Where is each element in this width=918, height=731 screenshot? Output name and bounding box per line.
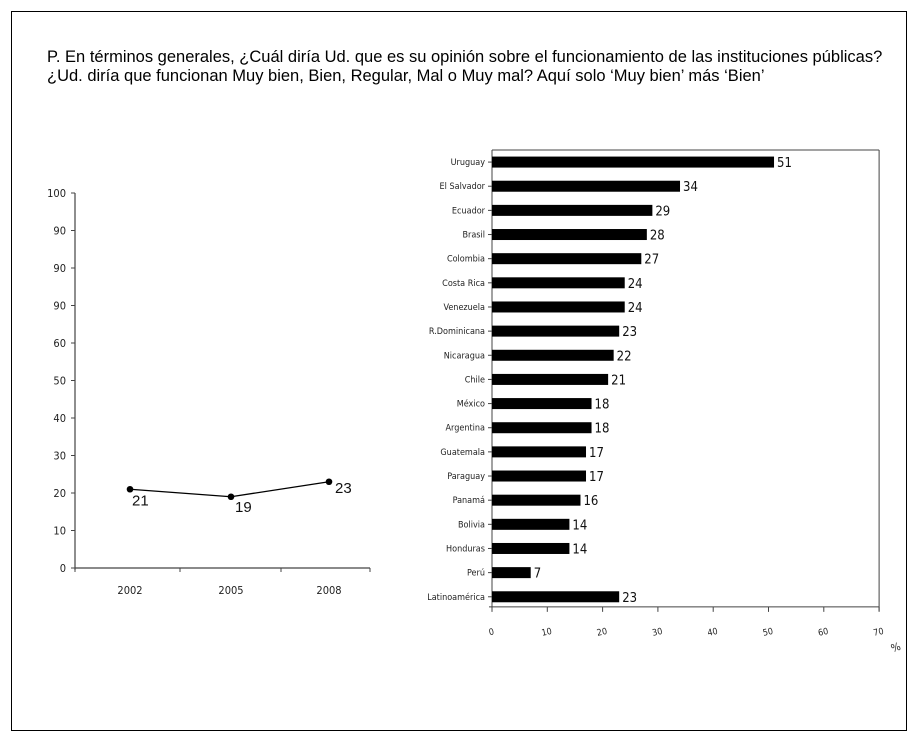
x-tick-label: 2008 <box>316 584 341 597</box>
bar <box>492 301 625 313</box>
bar <box>492 349 614 361</box>
category-label: Colombia <box>447 255 485 265</box>
x-tick-label: 60 <box>817 627 829 639</box>
data-label: 14 <box>572 542 587 557</box>
category-label: Latinoamérica <box>427 592 485 603</box>
data-label: 22 <box>617 349 632 364</box>
category-label: Nicaragua <box>444 351 485 361</box>
data-label: 19 <box>235 499 252 516</box>
bar <box>492 156 775 168</box>
data-label: 34 <box>683 180 698 195</box>
data-label: 21 <box>611 373 626 388</box>
category-label: Paraguay <box>447 472 485 482</box>
data-point <box>325 478 333 486</box>
bar <box>492 277 625 289</box>
category-label: Bolivia <box>458 520 485 530</box>
data-label: 14 <box>572 518 587 533</box>
y-tick-label: 10 <box>53 525 66 538</box>
bar <box>492 229 647 241</box>
x-tick-label: 0 <box>488 627 495 638</box>
slide-frame <box>11 11 907 731</box>
bar <box>492 446 587 458</box>
data-label: 16 <box>583 494 598 509</box>
category-label: Chile <box>465 375 485 385</box>
bar <box>492 567 531 579</box>
data-label: 23 <box>622 591 637 606</box>
data-label: 18 <box>595 422 610 437</box>
bar <box>492 180 681 192</box>
bar <box>492 373 609 385</box>
data-label: 29 <box>655 204 670 219</box>
bar <box>492 325 620 337</box>
category-label: Uruguay <box>451 158 486 168</box>
x-tick-label: 20 <box>596 627 608 639</box>
data-label: 28 <box>650 229 665 244</box>
bar <box>492 253 642 265</box>
data-label: 24 <box>628 301 643 316</box>
y-tick-label: 20 <box>53 487 66 500</box>
category-label: Perú <box>467 569 485 579</box>
data-label: 24 <box>628 277 643 292</box>
category-label: Costa Rica <box>442 279 485 289</box>
data-label: 17 <box>589 446 604 461</box>
y-tick-label: 100 <box>47 187 66 200</box>
data-label: 23 <box>622 325 637 340</box>
x-axis-label: % <box>889 640 902 655</box>
bar <box>492 398 592 410</box>
category-label: Panamá <box>453 496 485 506</box>
y-tick-label: 30 <box>53 450 66 463</box>
x-tick-label: 50 <box>762 627 774 639</box>
data-label: 23 <box>335 480 352 497</box>
category-label: Brasil <box>462 231 485 241</box>
category-label: El Salvador <box>440 182 486 192</box>
x-tick-label: 70 <box>873 627 885 639</box>
x-tick-label: 10 <box>541 627 553 639</box>
data-point <box>227 493 235 501</box>
y-tick-label: 40 <box>53 412 66 425</box>
bar <box>492 518 570 530</box>
y-tick-label: 60 <box>53 337 66 350</box>
x-tick-label: 40 <box>707 627 719 639</box>
x-tick-label: 2005 <box>218 584 243 597</box>
y-tick-label: 0 <box>60 562 66 575</box>
bar <box>492 542 570 554</box>
category-label: Guatemala <box>440 448 485 458</box>
data-label: 17 <box>589 470 604 485</box>
data-label: 18 <box>595 398 610 413</box>
data-label: 7 <box>534 567 541 582</box>
bar <box>492 422 592 434</box>
y-tick-label: 90 <box>53 225 66 238</box>
x-tick-label: 2002 <box>117 584 142 597</box>
data-label: 21 <box>132 492 149 509</box>
category-label: Venezuela <box>443 303 485 313</box>
y-tick-label: 90 <box>53 300 66 313</box>
y-tick-label: 90 <box>53 262 66 275</box>
bar <box>492 494 581 506</box>
category-label: Ecuador <box>452 206 486 216</box>
bar <box>492 591 620 603</box>
category-label: Honduras <box>446 544 485 554</box>
bar-chart: Uruguay 51 El Salvador 34 Ecuador 29 Brasil 28 C… <box>427 149 903 655</box>
bar <box>492 204 653 216</box>
category-label: Argentina <box>446 424 486 434</box>
y-tick-label: 50 <box>53 375 66 388</box>
line-chart: 0 10 20 30 40 50 60 90 90 90 100 2002 2005 2008 21 19 23 <box>47 187 371 597</box>
data-label: 51 <box>777 156 792 171</box>
category-label: R.Dominicana <box>429 327 485 337</box>
data-label: 27 <box>644 253 659 268</box>
x-tick-label: 30 <box>651 627 663 639</box>
bar <box>492 470 587 482</box>
question-text: P. En términos generales, ¿Cuál diría Ud… <box>47 48 883 85</box>
category-label: México <box>457 399 485 410</box>
data-point <box>126 485 134 493</box>
